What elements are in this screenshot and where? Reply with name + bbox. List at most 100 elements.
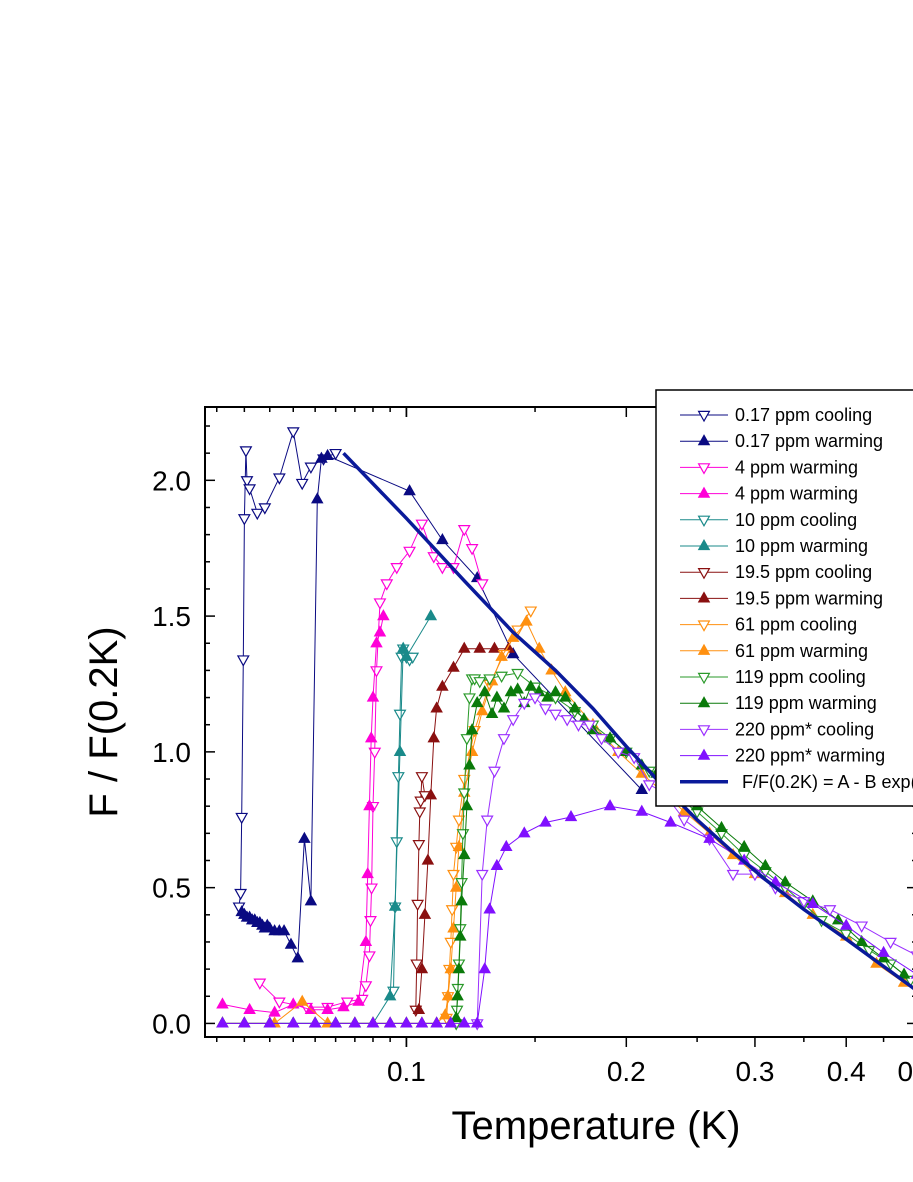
data-point	[216, 1016, 229, 1028]
data-point	[447, 660, 460, 672]
data-point	[697, 410, 711, 423]
data-point	[348, 1016, 362, 1028]
data-point	[216, 997, 229, 1009]
data-point	[480, 815, 494, 827]
data-point	[235, 812, 249, 825]
data-point	[463, 693, 476, 705]
data-point	[697, 538, 711, 551]
data-point	[380, 579, 394, 591]
data-point	[541, 690, 554, 702]
legend-label: 10 ppm cooling	[735, 510, 857, 530]
data-point	[595, 734, 609, 746]
data-point	[411, 899, 425, 912]
legend-item: 10 ppm warming	[680, 536, 868, 556]
data-point	[427, 731, 441, 743]
data-point	[272, 473, 286, 485]
data-point	[370, 636, 383, 648]
data-point	[321, 448, 334, 460]
y-tick-label: 0.0	[152, 1008, 191, 1039]
data-point	[455, 878, 469, 890]
data-point	[427, 552, 441, 564]
data-point	[298, 831, 311, 843]
data-point	[568, 701, 582, 713]
data-point	[424, 788, 438, 800]
x-tick-label: 0.4	[827, 1056, 866, 1087]
legend-label: 61 ppm warming	[735, 641, 868, 661]
series-7	[412, 641, 515, 1014]
series-1	[235, 448, 649, 963]
data-point	[506, 647, 520, 659]
data-point	[310, 492, 324, 504]
legend-label: 220 ppm* warming	[735, 746, 885, 766]
data-point	[403, 484, 416, 496]
data-point	[549, 709, 562, 722]
data-point	[520, 614, 533, 626]
data-point	[438, 1008, 452, 1020]
data-point	[258, 503, 272, 515]
data-point	[839, 918, 853, 930]
data-point	[904, 975, 913, 988]
data-point	[460, 734, 474, 746]
data-point	[329, 448, 343, 461]
data-point	[778, 875, 792, 887]
legend-item: 19.5 ppm warming	[680, 588, 883, 608]
data-point	[287, 997, 300, 1009]
data-point	[383, 989, 397, 1001]
data-point	[726, 869, 740, 882]
data-point	[452, 962, 466, 974]
legend-label: F/F(0.2K) = A - B exp(T/T0)	[742, 772, 913, 792]
data-point	[485, 706, 499, 718]
data-point	[470, 695, 484, 708]
data-point	[697, 591, 711, 603]
data-point	[759, 858, 772, 871]
data-point	[877, 945, 890, 957]
data-point	[447, 869, 460, 882]
data-point	[500, 839, 513, 852]
data-point	[364, 916, 377, 928]
data-point	[511, 668, 525, 681]
data-point	[488, 766, 501, 779]
data-point	[884, 959, 897, 971]
data-point	[321, 1016, 334, 1028]
data-point	[737, 839, 751, 852]
data-point	[393, 709, 407, 722]
y-tick-label: 0.5	[152, 873, 191, 904]
data-point	[697, 643, 711, 655]
data-point	[415, 772, 429, 784]
data-point	[393, 744, 407, 756]
data-point	[677, 815, 691, 827]
data-point	[237, 514, 251, 526]
data-point	[337, 1000, 350, 1012]
legend-item: 119 ppm warming	[680, 693, 877, 713]
data-point	[457, 788, 471, 800]
data-point	[359, 981, 373, 993]
data-point	[495, 649, 508, 661]
data-point	[424, 609, 438, 621]
data-point	[365, 883, 379, 895]
data-point	[539, 704, 552, 716]
data-point	[415, 1016, 429, 1028]
data-point	[400, 649, 413, 661]
data-point	[697, 696, 711, 708]
data-point	[478, 685, 491, 697]
data-point	[483, 902, 496, 914]
data-point	[366, 1016, 380, 1028]
data-point	[465, 744, 479, 756]
data-point	[470, 1016, 484, 1028]
data-point	[452, 815, 466, 827]
data-point	[603, 799, 617, 811]
data-point	[495, 671, 509, 684]
data-point	[239, 446, 253, 458]
data-point	[475, 704, 489, 716]
data-point	[243, 1002, 256, 1014]
data-point	[524, 606, 538, 618]
data-point	[253, 978, 267, 990]
x-tick-label: 0.1	[387, 1056, 426, 1087]
data-point	[635, 804, 649, 816]
series-3	[216, 609, 390, 1017]
data-point	[697, 486, 711, 498]
data-point	[451, 989, 464, 1001]
series-6	[409, 772, 432, 1018]
data-point	[715, 820, 728, 833]
data-point	[884, 937, 897, 950]
